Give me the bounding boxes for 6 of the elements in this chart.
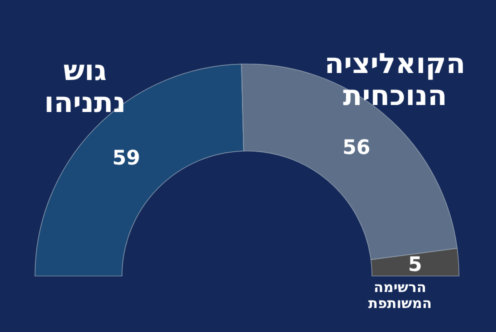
slice-label: הרשימה המשותפת bbox=[368, 280, 432, 312]
data-label: 56 bbox=[342, 134, 370, 159]
data-label: 59 bbox=[112, 145, 140, 170]
slice-label: הקואליציה הנוכחית bbox=[324, 47, 466, 112]
data-label: 5 bbox=[408, 252, 422, 276]
slice-label: גוש נתניהו bbox=[44, 54, 126, 120]
